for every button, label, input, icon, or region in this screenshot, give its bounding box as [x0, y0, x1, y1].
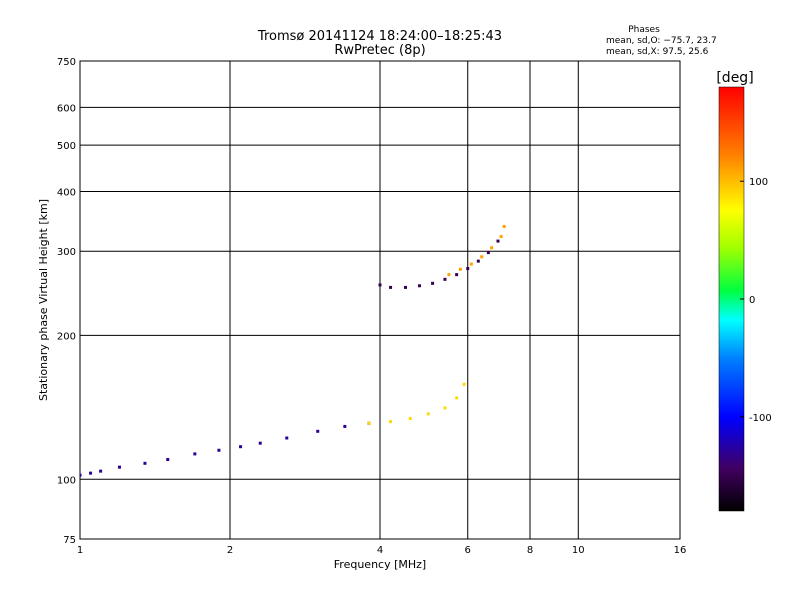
data-point — [455, 273, 459, 277]
data-point — [80, 473, 82, 477]
data-point — [143, 461, 147, 465]
chart-subtitle: RwPretec (8p) — [334, 43, 425, 58]
y-axis-label: Stationary phase Virtual Height [km] — [37, 199, 50, 401]
data-point — [217, 448, 221, 452]
y-tick-label: 200 — [57, 331, 76, 342]
y-tick-label: 600 — [57, 103, 76, 114]
y-tick-label: 100 — [57, 475, 76, 486]
data-point — [426, 412, 430, 416]
data-point — [408, 417, 412, 421]
data-point — [499, 235, 503, 239]
stats-heading: Phases — [628, 25, 660, 35]
data-point — [99, 469, 103, 473]
grid-lines — [80, 61, 680, 539]
colorbar-tick-label: -100 — [749, 413, 772, 424]
data-point — [455, 396, 459, 400]
x-tick-label: 2 — [227, 545, 233, 556]
data-point — [480, 255, 484, 259]
data-point — [447, 273, 451, 277]
colorbar-tick-label: 0 — [749, 295, 755, 306]
data-point — [466, 267, 470, 271]
x-tick-label: 16 — [674, 545, 687, 556]
colorbar-tick-label: 100 — [749, 177, 768, 188]
data-point — [378, 283, 382, 287]
x-tick-label: 4 — [377, 545, 383, 556]
y-tick-label: 75 — [63, 535, 76, 546]
y-tick-label: 750 — [57, 57, 76, 68]
stats-o-mode: mean, sd,O: −75.7, 23.7 — [606, 36, 717, 46]
data-point — [285, 436, 289, 440]
x-tick-label: 8 — [527, 545, 533, 556]
data-point — [417, 284, 421, 288]
data-point — [343, 424, 347, 428]
stats-x-mode: mean, sd,X: 97.5, 25.6 — [606, 47, 709, 57]
data-point — [502, 224, 506, 228]
y-tick-label: 400 — [57, 187, 76, 198]
data-point — [89, 471, 93, 475]
data-point — [431, 281, 435, 285]
colorbar-ticks: 100 0 -100 — [740, 177, 772, 424]
data-point — [166, 457, 170, 461]
data-point — [389, 285, 393, 289]
data-point — [490, 246, 494, 250]
data-point — [443, 406, 447, 410]
x-ticks: 1 2 4 6 8 10 16 — [77, 545, 687, 556]
data-point — [462, 382, 466, 386]
data-point — [476, 259, 480, 263]
x-tick-label: 6 — [465, 545, 471, 556]
chart-title: Tromsø 20141124 18:24:00–18:25:43 — [257, 29, 502, 44]
x-axis-label: Frequency [MHz] — [334, 558, 426, 571]
data-point — [403, 285, 407, 289]
data-point — [258, 441, 262, 445]
y-ticks: 75 100 200 300 400 500 600 750 — [57, 57, 76, 546]
y-tick-label: 300 — [57, 247, 76, 258]
colorbar-label: [deg] — [716, 70, 753, 86]
y-tick-label: 500 — [57, 141, 76, 152]
data-points — [80, 224, 506, 477]
data-point — [193, 452, 197, 456]
data-point — [443, 277, 447, 281]
data-point — [496, 239, 500, 243]
data-point — [469, 262, 473, 266]
data-point — [367, 421, 371, 425]
data-point — [239, 445, 243, 449]
data-point — [486, 251, 490, 255]
x-tick-label: 1 — [77, 545, 83, 556]
colorbar — [718, 86, 745, 512]
data-point — [458, 267, 462, 271]
data-point — [117, 465, 121, 469]
x-tick-label: 10 — [572, 545, 585, 556]
data-point — [316, 429, 320, 433]
data-point — [389, 420, 393, 424]
